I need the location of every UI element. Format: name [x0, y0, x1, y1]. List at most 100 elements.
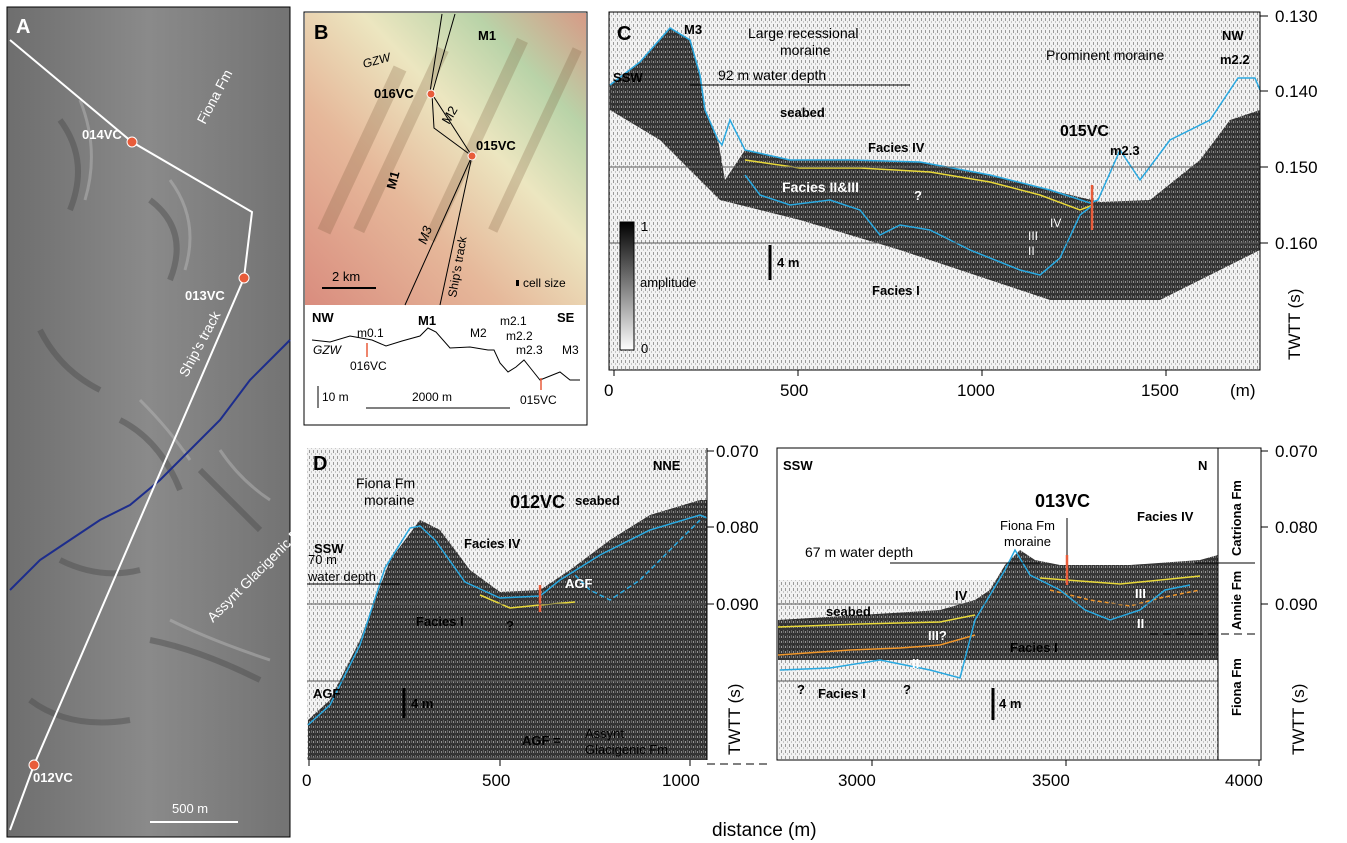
core-016vc-label: 016VC: [374, 86, 414, 101]
d-right-facies-i-top: [779, 548, 1191, 679]
d-right-q1: ?: [797, 682, 805, 697]
d-left-xtick-1000: 1000: [662, 771, 700, 790]
profile-vscale: 10 m: [322, 390, 349, 404]
amplitude-label: amplitude: [640, 275, 696, 290]
c-ytick-0140: 0.140: [1275, 82, 1318, 101]
profile-nw: NW: [312, 310, 334, 325]
c-left-dir: SSW: [613, 70, 643, 85]
scale-bar-a-label: 500 m: [172, 801, 208, 816]
d-right-facies-i: Facies I: [1010, 640, 1058, 655]
d-left-key-a: AGF =: [522, 733, 561, 748]
d-left-facies-iv: Facies IV: [464, 536, 521, 551]
c-facies-iv: Facies IV: [868, 140, 925, 155]
c-iii: III: [1028, 229, 1038, 243]
seismic-reflectors: [610, 28, 1260, 300]
d-right-fiona-1: Fiona Fm: [1000, 518, 1055, 533]
cell-size-marker: [516, 280, 519, 286]
core-015vc-marker[interactable]: [467, 151, 477, 161]
d-left-xtick-500: 500: [482, 771, 510, 790]
panel-b-label: B: [314, 22, 328, 44]
d-left-ylabel: TWTT (s): [725, 684, 744, 755]
bathymetry-map: [305, 13, 586, 305]
c-xtick-0: 0: [604, 381, 613, 400]
c-xtick-1000: 1000: [957, 381, 995, 400]
facies-i-top: [744, 174, 1094, 276]
d-right-ytick-0080: 0.080: [1275, 518, 1318, 537]
profile-m23: m2.3: [516, 343, 543, 357]
d-left-agf: AGF: [565, 576, 593, 591]
core-012vc-label: 012VC: [33, 770, 73, 785]
d-left-scale-4m: 4 m: [411, 696, 433, 711]
profile-hscale: 2000 m: [412, 390, 452, 404]
scale-bar-b-label: 2 km: [332, 269, 360, 284]
ships-track-line: [9, 39, 254, 831]
d-right-ii-2: II: [1137, 616, 1144, 631]
d-left-agf-2: AGF: [313, 686, 341, 701]
c-right-dir: NW: [1222, 28, 1244, 43]
d-right-fiona-2: moraine: [1004, 534, 1051, 549]
core-013vc-marker[interactable]: [238, 272, 250, 284]
core-012vc-marker[interactable]: [28, 759, 40, 771]
c-prominent: Prominent moraine: [1046, 47, 1164, 63]
d-right-ytick-0070: 0.070: [1275, 442, 1318, 461]
d-right-q2: ?: [903, 682, 911, 697]
core-013vc-label: 013VC: [185, 288, 225, 303]
d-left-depth-1: 70 m: [308, 552, 337, 567]
m1-top-label: M1: [478, 28, 496, 43]
bathymetry-ridges: [317, 37, 582, 243]
d-right-core-013vc: 013VC: [1035, 491, 1090, 511]
panel-b: B GZW M1 M2 M1 M3 Ship's track 016VC 015…: [303, 11, 588, 426]
d-right-facies-iv: Facies IV: [1137, 509, 1194, 524]
d-right-iii: III: [1135, 586, 1146, 601]
catriona-fm-label: Catriona Fm: [1229, 480, 1244, 556]
facies-iv-base: [744, 159, 1094, 211]
d-left-xtick-0: 0: [302, 771, 311, 790]
core-015vc-label: 015VC: [476, 138, 516, 153]
d-left-fiona-1: Fiona Fm: [356, 475, 415, 491]
profile-m2: M2: [470, 326, 487, 340]
d-left-core-012vc: 012VC: [510, 492, 565, 512]
c-question: ?: [914, 188, 922, 203]
profile-gzw: GZW: [313, 343, 343, 357]
c-xtick-1500: 1500: [1141, 381, 1179, 400]
m1-left-label: M1: [383, 169, 402, 190]
profile-m22: m2.2: [506, 329, 533, 343]
c-scale-4m: 4 m: [777, 255, 799, 270]
c-iv: IV: [1050, 216, 1061, 230]
c-ii: II: [1028, 244, 1035, 258]
d-right-ii: II: [912, 656, 919, 671]
c-depth: 92 m water depth: [718, 67, 826, 83]
d-right-xtick-4000: 4000: [1225, 771, 1263, 790]
panel-a: A 014VC 013VC 012VC Fiona Fm Ship's trac…: [6, 6, 311, 838]
d-left-depth-2: water depth: [307, 569, 376, 584]
c-seabed: seabed: [780, 105, 825, 120]
d-right-ytick-0090: 0.090: [1275, 595, 1318, 614]
amplitude-min: 0: [641, 341, 648, 356]
d-left-seabed: [307, 514, 708, 726]
c-ylabel: TWTT (s): [1285, 289, 1304, 360]
panel-c: 1 0 amplitude 4 m C SSW NW M3 Large rece…: [604, 7, 1318, 400]
d-right-xtick-3500: 3500: [1032, 771, 1070, 790]
d-right-dir-n: N: [1198, 458, 1207, 473]
d-left-facies-i: Facies I: [416, 614, 464, 629]
d-left-question: ?: [506, 618, 514, 633]
c-core-015vc: 015VC: [1060, 123, 1109, 140]
m3-label: M3: [415, 223, 436, 246]
profile-015vc: 015VC: [520, 393, 557, 407]
d-right-iv: IV: [955, 588, 968, 603]
amplitude-colorbar: [619, 221, 635, 351]
profile-se: SE: [557, 310, 575, 325]
c-facies-ii-iii: Facies II&III: [782, 179, 859, 195]
d-left-ytick-0070: 0.070: [716, 442, 759, 461]
profile-m21: m2.1: [500, 314, 527, 328]
terrain-ridges: [28, 118, 263, 726]
core-014vc-marker[interactable]: [126, 136, 138, 148]
d-left-fiona-2: moraine: [364, 492, 415, 508]
distance-xlabel: distance (m): [712, 820, 817, 841]
formation-boundary: [9, 339, 291, 591]
core-016vc-marker[interactable]: [426, 89, 436, 99]
d-right-depth: 67 m water depth: [805, 544, 913, 560]
c-xtick-500: 500: [780, 381, 808, 400]
amplitude-max: 1: [641, 219, 648, 234]
